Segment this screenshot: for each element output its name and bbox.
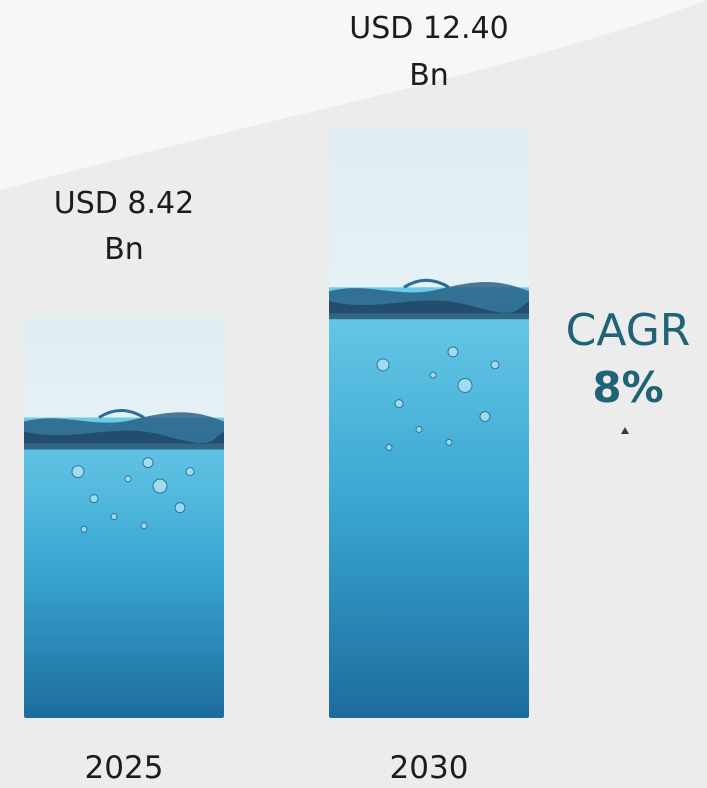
value-label-2030-unit: Bn bbox=[409, 58, 449, 93]
growth-arrow-icon bbox=[621, 427, 629, 687]
bar-2025 bbox=[24, 317, 224, 718]
value-label-2025-unit: Bn bbox=[104, 232, 144, 267]
value-label-2030-amount: USD 12.40 bbox=[349, 11, 509, 46]
cagr-value: 8% bbox=[592, 363, 664, 412]
bar-2030 bbox=[329, 128, 529, 718]
category-label-2025: 2025 bbox=[84, 750, 164, 786]
value-label-2025-amount: USD 8.42 bbox=[53, 186, 195, 221]
cagr-label: CAGR bbox=[565, 305, 691, 356]
category-label-2030: 2030 bbox=[389, 750, 469, 786]
